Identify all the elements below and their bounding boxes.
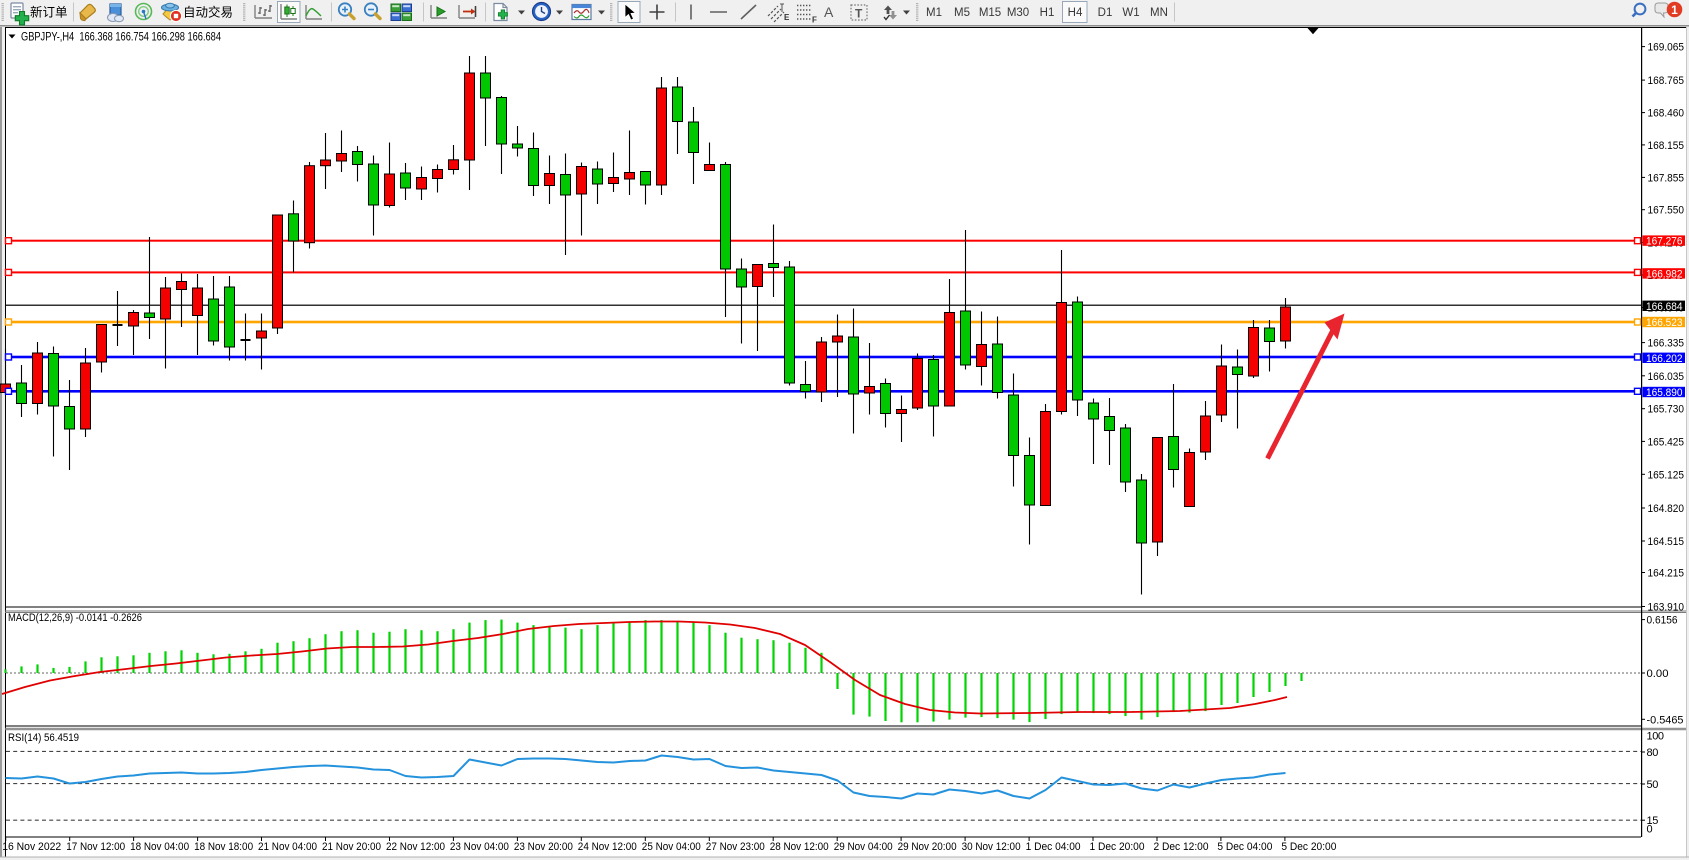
svg-text:T: T: [855, 7, 863, 21]
svg-text:166.035: 166.035: [1648, 371, 1685, 383]
svg-text:163.910: 163.910: [1648, 602, 1685, 614]
svg-text:165.730: 165.730: [1648, 404, 1685, 416]
svg-text:21 Nov 04:00: 21 Nov 04:00: [258, 841, 317, 853]
svg-text:165.125: 165.125: [1648, 469, 1685, 481]
svg-text:F: F: [812, 16, 817, 25]
svg-text:100: 100: [1647, 731, 1664, 743]
svg-text:新订单: 新订单: [30, 5, 68, 20]
svg-text:MN: MN: [1150, 7, 1168, 19]
svg-text:D1: D1: [1098, 7, 1113, 19]
svg-text:166.202: 166.202: [1646, 353, 1683, 365]
svg-text:5 Dec 04:00: 5 Dec 04:00: [1217, 841, 1272, 853]
svg-text:165.425: 165.425: [1648, 436, 1685, 448]
svg-text:M1: M1: [926, 7, 942, 19]
svg-text:M15: M15: [979, 7, 1001, 19]
svg-text:1 Dec 04:00: 1 Dec 04:00: [1026, 841, 1081, 853]
svg-text:21 Nov 20:00: 21 Nov 20:00: [322, 841, 381, 853]
svg-text:2 Dec 12:00: 2 Dec 12:00: [1154, 841, 1209, 853]
svg-text:169.065: 169.065: [1648, 42, 1685, 54]
svg-text:29 Nov 04:00: 29 Nov 04:00: [834, 841, 893, 853]
svg-text:M30: M30: [1007, 7, 1029, 19]
svg-text:166.523: 166.523: [1646, 317, 1683, 329]
svg-text:164.515: 164.515: [1648, 536, 1685, 548]
svg-text:5 Dec 20:00: 5 Dec 20:00: [1281, 841, 1336, 853]
svg-text:GBPJPY-,H4 166.368 166.754 16: GBPJPY-,H4 166.368 166.754 166.298 166.6…: [21, 32, 221, 44]
svg-text:166.982: 166.982: [1646, 268, 1683, 280]
svg-text:RSI(14) 56.4519: RSI(14) 56.4519: [8, 732, 79, 744]
svg-text:1 Dec 20:00: 1 Dec 20:00: [1090, 841, 1145, 853]
svg-text:-0.5465: -0.5465: [1647, 714, 1684, 726]
svg-text:24 Nov 12:00: 24 Nov 12:00: [578, 841, 637, 853]
svg-text:16 Nov 2022: 16 Nov 2022: [2, 841, 61, 853]
svg-text:W1: W1: [1122, 7, 1139, 19]
svg-text:22 Nov 12:00: 22 Nov 12:00: [386, 841, 445, 853]
svg-text:18 Nov 04:00: 18 Nov 04:00: [130, 841, 189, 853]
svg-text:E: E: [784, 13, 790, 22]
svg-text:15: 15: [1647, 815, 1659, 827]
svg-text:0.00: 0.00: [1647, 668, 1669, 680]
svg-text:M5: M5: [954, 7, 970, 19]
svg-text:A: A: [824, 4, 834, 20]
svg-text:30 Nov 12:00: 30 Nov 12:00: [962, 841, 1021, 853]
svg-text:168.765: 168.765: [1648, 75, 1685, 87]
svg-text:167.550: 167.550: [1648, 205, 1685, 217]
svg-text:MACD(12,26,9) -0.0141 -0.2626: MACD(12,26,9) -0.0141 -0.2626: [8, 612, 142, 624]
svg-text:168.460: 168.460: [1648, 108, 1685, 120]
svg-text:H1: H1: [1040, 7, 1055, 19]
svg-text:0: 0: [1647, 824, 1653, 836]
svg-text:17 Nov 12:00: 17 Nov 12:00: [66, 841, 125, 853]
svg-text:H4: H4: [1068, 7, 1083, 19]
svg-text:167.276: 167.276: [1646, 236, 1683, 248]
svg-text:29 Nov 20:00: 29 Nov 20:00: [898, 841, 957, 853]
svg-text:23 Nov 04:00: 23 Nov 04:00: [450, 841, 509, 853]
svg-text:167.855: 167.855: [1648, 172, 1685, 184]
svg-text:50: 50: [1647, 779, 1659, 791]
svg-text:168.155: 168.155: [1648, 140, 1685, 152]
svg-text:18 Nov 18:00: 18 Nov 18:00: [194, 841, 253, 853]
svg-text:166.684: 166.684: [1646, 301, 1683, 313]
svg-text:164.215: 164.215: [1648, 568, 1685, 580]
svg-text:0.6156: 0.6156: [1647, 615, 1678, 627]
svg-text:166.335: 166.335: [1648, 338, 1685, 350]
svg-text:1: 1: [1671, 3, 1678, 17]
svg-text:25 Nov 04:00: 25 Nov 04:00: [642, 841, 701, 853]
svg-text:28 Nov 12:00: 28 Nov 12:00: [770, 841, 829, 853]
svg-text:80: 80: [1647, 747, 1659, 759]
svg-text:自动交易: 自动交易: [183, 5, 233, 20]
svg-text:164.820: 164.820: [1648, 503, 1685, 515]
svg-text:27 Nov 23:00: 27 Nov 23:00: [706, 841, 765, 853]
svg-text:165.890: 165.890: [1646, 387, 1683, 399]
svg-text:23 Nov 20:00: 23 Nov 20:00: [514, 841, 573, 853]
